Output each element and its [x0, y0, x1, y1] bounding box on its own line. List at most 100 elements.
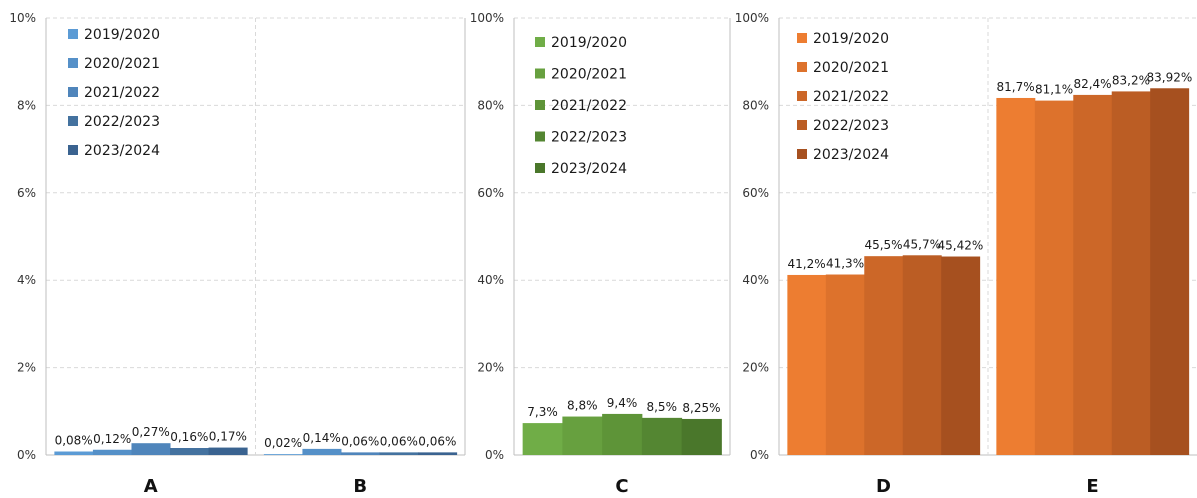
data-label: 8,5% [646, 400, 677, 414]
bar [522, 423, 563, 455]
y-tick-label: 20% [742, 361, 769, 375]
y-tick-label: 60% [742, 186, 769, 200]
legend-swatch [68, 58, 78, 68]
bar [864, 256, 904, 455]
y-tick-label: 60% [477, 186, 504, 200]
legend-label: 2019/2020 [551, 35, 627, 51]
legend-label: 2019/2020 [84, 27, 160, 43]
legend-swatch [535, 163, 545, 173]
legend-label: 2021/2022 [813, 89, 889, 105]
y-tick-label: 80% [742, 98, 769, 112]
bar [1034, 100, 1074, 455]
legend-swatch [68, 29, 78, 39]
y-tick-label: 40% [477, 273, 504, 287]
data-label: 8,25% [682, 401, 720, 415]
legend-label: 2019/2020 [813, 31, 889, 47]
bar [602, 413, 643, 455]
chart-panel-3: 0% 20% 40% 60% 80% 100% 41,2% 41,3%45,5% 45,7%45… [735, 11, 1197, 497]
category-label: D [876, 476, 891, 497]
category-label: B [353, 476, 367, 497]
y-tick-label: 100% [735, 11, 769, 25]
y-tick-label: 0% [485, 448, 504, 462]
bar [996, 97, 1036, 455]
legend-label: 2023/2024 [84, 143, 160, 159]
data-label: 41,3% [826, 257, 864, 271]
legend-label: 2022/2023 [813, 118, 889, 134]
legend-label: 2022/2023 [84, 114, 160, 130]
legend-label: 2022/2023 [551, 130, 627, 146]
y-tick-label: 0% [750, 448, 769, 462]
legend-label: 2020/2021 [551, 67, 627, 83]
bar [263, 454, 303, 455]
legend-label: 2020/2021 [84, 56, 160, 72]
legend-swatch [797, 149, 807, 159]
legend-swatch [797, 120, 807, 130]
bar [418, 452, 458, 455]
data-label: 83,92% [1147, 70, 1193, 84]
category-label: C [615, 476, 628, 497]
legend-swatch [535, 131, 545, 142]
data-label: 0,06% [418, 434, 456, 448]
y-tick-label: 80% [477, 98, 504, 112]
data-label: 8,8% [567, 399, 598, 413]
data-label: 81,1% [1035, 83, 1073, 97]
legend-swatch [68, 87, 78, 97]
legend-label: 2021/2022 [551, 98, 627, 114]
y-tick-label: 10% [9, 11, 36, 25]
bar [208, 447, 248, 455]
legend-label: 2020/2021 [813, 60, 889, 76]
category-label: E [1086, 476, 1098, 497]
bar [787, 274, 827, 455]
legend-swatch [535, 68, 545, 79]
bar [1150, 88, 1190, 456]
data-label: 0,17% [209, 430, 247, 444]
bar [681, 418, 722, 455]
bar [54, 451, 94, 455]
legend-label: 2023/2024 [551, 161, 627, 177]
data-label: 83,2% [1112, 73, 1150, 87]
legend-label: 2021/2022 [84, 85, 160, 101]
data-label: 0,14% [303, 431, 341, 445]
category-label: A [144, 476, 158, 497]
y-tick-label: 0% [17, 448, 36, 462]
bar [302, 448, 342, 455]
legend-swatch [797, 62, 807, 72]
data-label: 0,12% [93, 432, 131, 446]
data-label: 41,2% [788, 257, 826, 271]
data-label: 9,4% [607, 396, 638, 410]
data-label: 45,42% [938, 239, 984, 253]
data-label: 0,08% [55, 434, 93, 448]
legend-label: 2023/2024 [813, 147, 889, 163]
bar [902, 255, 942, 455]
y-tick-label: 4% [17, 273, 36, 287]
chart-panel-1: 0% 2% 4% 6% 8% 10% 0,08% 0,12% 0,27% 0,16% 0,17% A 0… [9, 11, 466, 497]
chart-panel-2: 0% 20% 40% 60% 80% 100% 7,3% 8,8% 9,4% 8,5% 8,25% C… [470, 11, 731, 497]
bar [1073, 94, 1113, 456]
y-tick-label: 8% [17, 98, 36, 112]
legend-swatch [535, 100, 545, 110]
legend: 2019/2020 2020/2021 2021/2022 2022/2023 2023… [535, 35, 627, 177]
bar [641, 417, 683, 455]
bar [1111, 91, 1151, 455]
data-label: 7,3% [527, 405, 558, 419]
bar [131, 443, 171, 455]
data-label: 0,02% [264, 436, 302, 450]
legend-swatch [68, 116, 78, 126]
data-label: 0,06% [341, 434, 379, 448]
bar [170, 448, 210, 455]
y-tick-label: 6% [17, 186, 36, 200]
bar [92, 449, 132, 455]
data-label: 82,4% [1073, 77, 1111, 91]
y-tick-label: 40% [742, 273, 769, 287]
legend-swatch [797, 33, 807, 43]
data-label: 0,27% [132, 425, 170, 439]
bar [562, 416, 603, 455]
y-tick-label: 2% [17, 361, 36, 375]
y-tick-label: 20% [477, 361, 504, 375]
data-label: 0,16% [170, 430, 208, 444]
legend-swatch [68, 145, 78, 155]
data-label: 45,7% [903, 237, 941, 251]
bar [379, 452, 419, 455]
data-label: 0,06% [380, 434, 418, 448]
